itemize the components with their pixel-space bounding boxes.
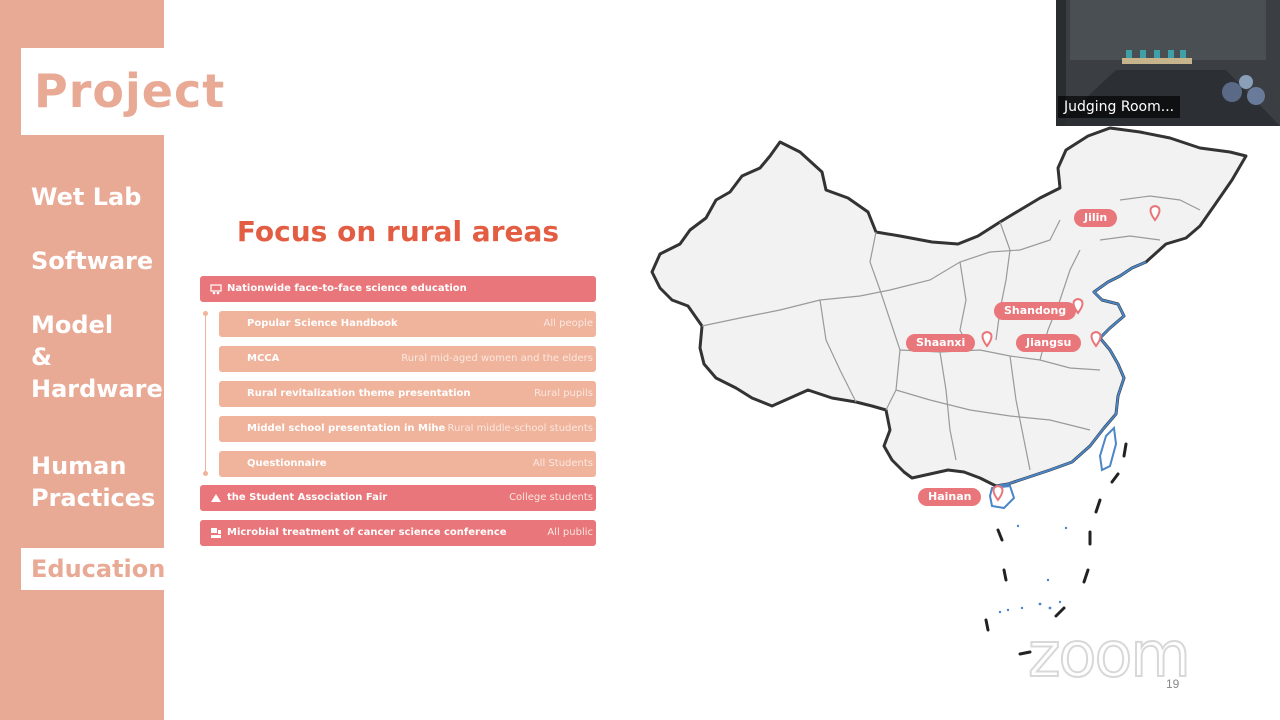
map-label-shandong: Shandong (994, 302, 1077, 320)
timeline-line (205, 313, 206, 474)
pin-hainan (992, 484, 1004, 502)
education-row-association-fair: the Student Association Fair College stu… (200, 485, 596, 511)
education-row-handbook: Popular Science Handbook All people (219, 311, 596, 337)
nav-model-hardware[interactable]: Model & Hardware (31, 309, 163, 405)
nine-dash-line (984, 442, 1128, 656)
project-logo: Project (34, 64, 226, 118)
nav-human-practices[interactable]: Human Practices (31, 450, 155, 514)
nav-and-line: & (31, 343, 52, 371)
islands (998, 524, 1068, 614)
row-audience: All public (547, 527, 593, 538)
tent-icon (211, 494, 221, 502)
timeline-dot-top (203, 311, 208, 316)
slide-title: Focus on rural areas (236, 215, 560, 248)
row-audience: College students (509, 492, 593, 503)
row-audience: Rural pupils (534, 388, 593, 399)
row-label: MCCA (247, 353, 280, 364)
video-caption: Judging Room... (1058, 96, 1181, 118)
nav-human-line: Human (31, 452, 127, 480)
conference-icon (211, 528, 221, 538)
map-label-jiangsu: Jiangsu (1016, 334, 1082, 352)
province-borders (701, 195, 1201, 471)
pin-jiangsu (1090, 330, 1102, 348)
page-number: 19 (1166, 677, 1180, 691)
coastline (988, 261, 1147, 510)
map-landmass (650, 126, 1248, 488)
china-map (650, 126, 1248, 656)
video-thumbnail[interactable]: Judging Room... (1056, 0, 1280, 126)
nav-practices-line: Practices (31, 484, 156, 512)
row-label: Middel school presentation in Mihe (247, 423, 446, 434)
map-label-jilin: Jilin (1074, 209, 1118, 227)
map-label-hainan: Hainan (918, 488, 982, 506)
nav-hardware-line: Hardware (31, 375, 163, 403)
classroom-icon (210, 284, 222, 295)
map-label-shaanxi: Shaanxi (906, 334, 976, 352)
nav-wet-lab[interactable]: Wet Lab (31, 183, 142, 211)
nav-model-line: Model (31, 311, 114, 339)
row-audience: Rural mid-aged women and the elders (401, 353, 593, 364)
row-label: Nationwide face-to-face science educatio… (227, 283, 467, 294)
timeline-dot-bottom (203, 471, 208, 476)
zoom-watermark: zoom (1027, 617, 1192, 692)
nav-software[interactable]: Software (31, 247, 154, 275)
education-row-rural-revitalization: Rural revitalization theme presentation … (219, 381, 596, 407)
row-label: Questionnaire (247, 458, 327, 469)
nav-education[interactable]: Education (31, 555, 166, 583)
education-row-questionnaire: Questionnaire All Students (219, 451, 596, 477)
education-row-mihe: Middel school presentation in Mihe Rural… (219, 416, 596, 442)
education-row-mcca: MCCA Rural mid-aged women and the elders (219, 346, 596, 372)
row-audience: All Students (532, 458, 593, 469)
education-row-nationwide: Nationwide face-to-face science educatio… (200, 276, 596, 302)
row-label: Popular Science Handbook (247, 318, 398, 329)
row-label: Rural revitalization theme presentation (247, 388, 471, 399)
row-audience: All people (543, 318, 593, 329)
row-audience: Rural middle-school students (447, 423, 593, 434)
education-row-conference: Microbial treatment of cancer science co… (200, 520, 596, 546)
row-label: the Student Association Fair (227, 492, 388, 503)
nav-active-highlight (21, 548, 164, 590)
row-label: Microbial treatment of cancer science co… (227, 527, 507, 538)
pin-jilin (1149, 204, 1161, 222)
logo-box (21, 48, 164, 135)
pin-shaanxi (981, 330, 993, 348)
